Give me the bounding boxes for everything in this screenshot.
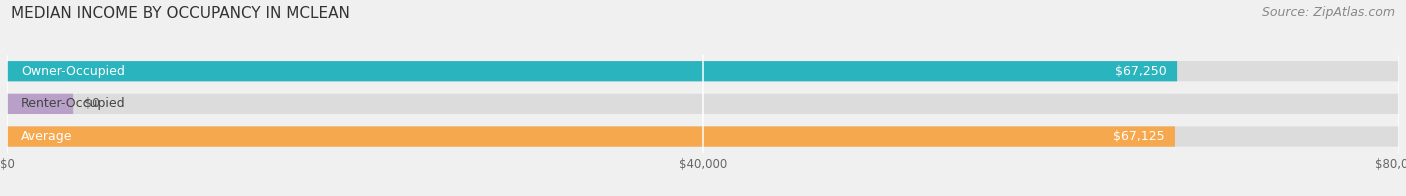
FancyBboxPatch shape — [7, 61, 1177, 81]
Text: Owner-Occupied: Owner-Occupied — [21, 65, 125, 78]
FancyBboxPatch shape — [7, 94, 73, 114]
FancyBboxPatch shape — [7, 126, 1399, 147]
FancyBboxPatch shape — [7, 94, 1399, 114]
FancyBboxPatch shape — [7, 126, 1175, 147]
Text: MEDIAN INCOME BY OCCUPANCY IN MCLEAN: MEDIAN INCOME BY OCCUPANCY IN MCLEAN — [11, 6, 350, 21]
Text: Average: Average — [21, 130, 73, 143]
Text: Renter-Occupied: Renter-Occupied — [21, 97, 125, 110]
Text: $67,250: $67,250 — [1115, 65, 1167, 78]
FancyBboxPatch shape — [7, 61, 1399, 81]
Text: Source: ZipAtlas.com: Source: ZipAtlas.com — [1261, 6, 1395, 19]
Text: $67,125: $67,125 — [1114, 130, 1164, 143]
Text: $0: $0 — [83, 97, 100, 110]
